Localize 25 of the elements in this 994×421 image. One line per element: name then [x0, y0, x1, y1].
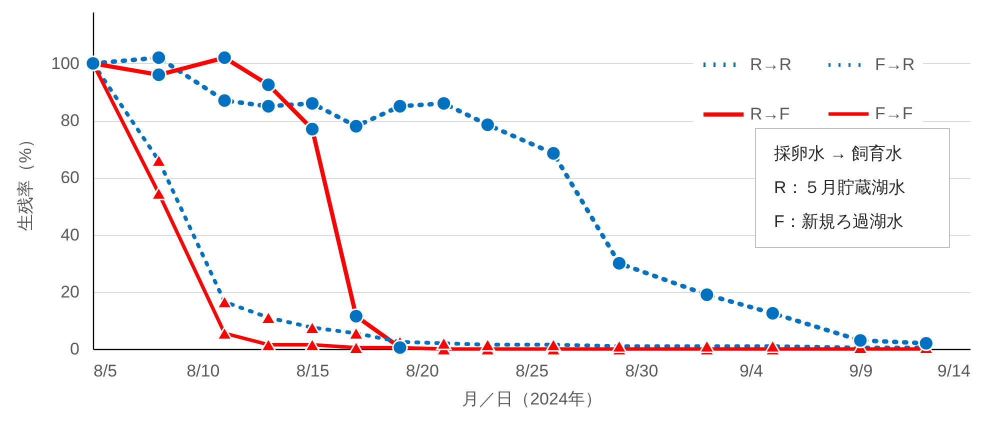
x-tick-label: 9/9 [849, 362, 873, 380]
y-tick-label: 40 [60, 225, 80, 244]
legend-label: F→R [875, 55, 915, 74]
x-tick-label: 8/30 [625, 362, 658, 380]
x-tick-label: 8/5 [94, 362, 118, 380]
y-tick-label: 100 [51, 54, 80, 73]
x-tick-label: 9/14 [937, 362, 970, 380]
annotation: R：５月貯蔵湖水 [773, 177, 906, 199]
annotation: F：新規ろ過湖水 [773, 211, 904, 233]
legend-label: R→F [750, 104, 790, 124]
x-axis-title: 月／日（2024年） [462, 390, 602, 408]
x-tick-label: 9/4 [739, 362, 764, 380]
legend-label: R→R [750, 54, 792, 74]
note-box: 採卵水 → 飼育水 R：５月貯蔵湖水 F：新規ろ過湖水 [755, 128, 950, 248]
x-tick-label: 8/10 [186, 362, 220, 380]
x-tick-label: 8/15 [296, 362, 330, 380]
y-tick-label: 80 [60, 111, 80, 130]
x-tick-label: 8/25 [515, 362, 549, 380]
y-tick-label: 0 [70, 340, 80, 358]
legend-label: F→F [875, 104, 913, 123]
y-tick-label: 20 [60, 282, 80, 302]
annotation: 採卵水 → 飼育水 [773, 143, 904, 165]
x-tick-label: 8/20 [406, 362, 439, 380]
y-tick-label: 60 [60, 168, 80, 188]
y-axis-title: 生残率（%） [16, 130, 36, 232]
